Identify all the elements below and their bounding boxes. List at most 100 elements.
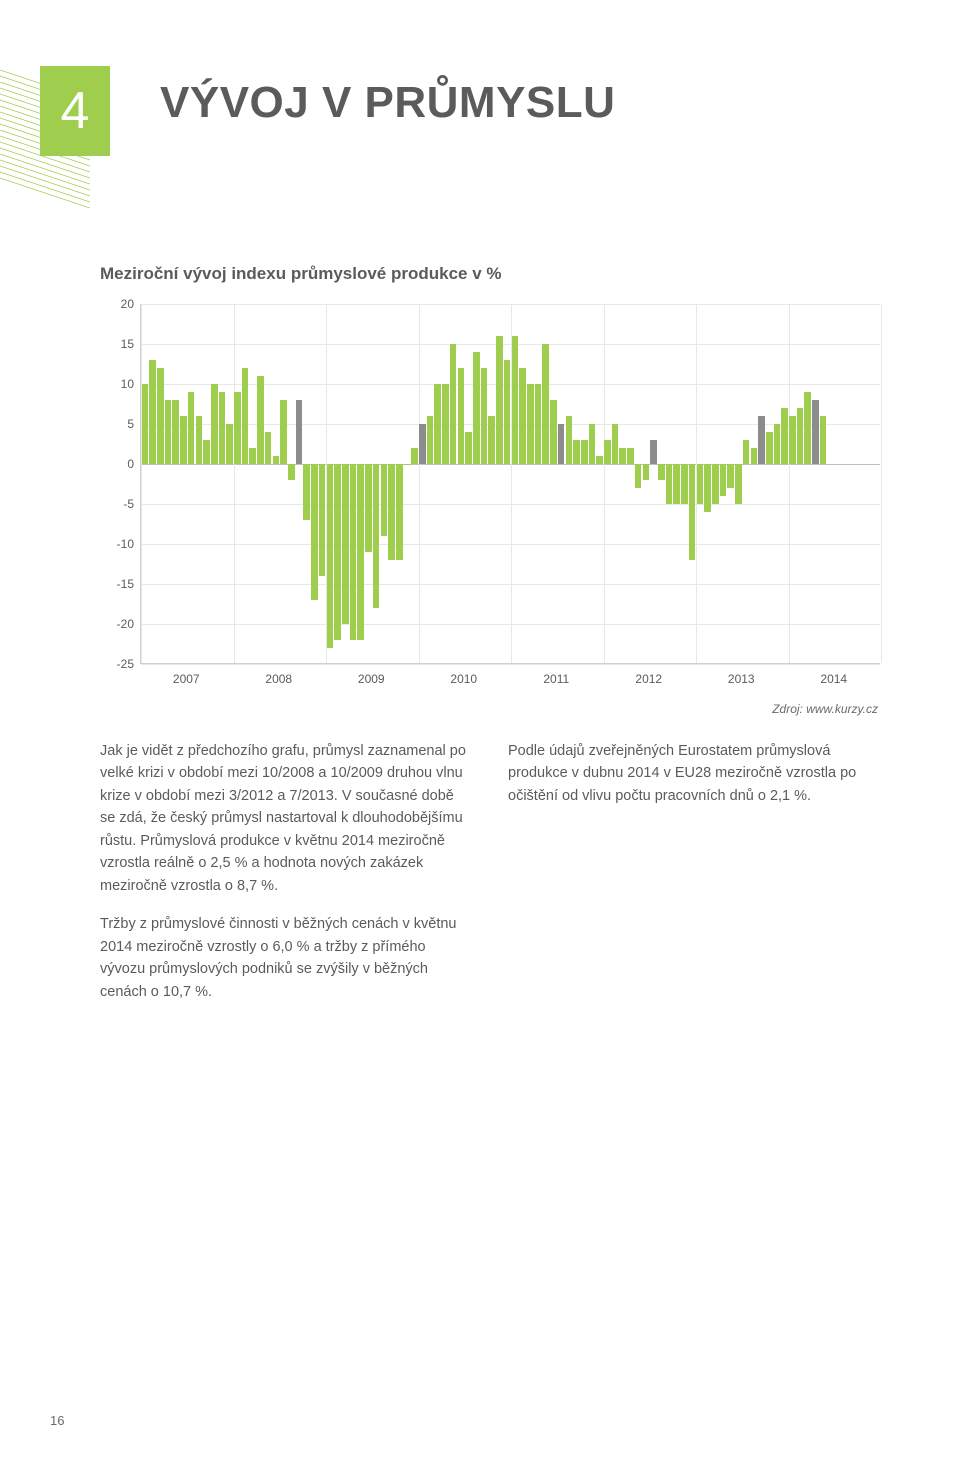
y-tick-label: 10 (100, 377, 134, 391)
chart-bar (165, 400, 172, 464)
plot-area (140, 304, 880, 664)
chart-bar (581, 440, 588, 464)
chart-bar (373, 464, 380, 608)
chart-bar (242, 368, 249, 464)
x-tick-label: 2010 (450, 672, 477, 686)
chart-bar (658, 464, 665, 480)
chart-bar (612, 424, 619, 464)
x-tick-label: 2008 (265, 672, 292, 686)
chart-bar (643, 464, 650, 480)
chart-bar (635, 464, 642, 488)
y-tick-label: -25 (100, 657, 134, 671)
y-tick-label: -20 (100, 617, 134, 631)
chart-bar (504, 360, 511, 464)
chart-bar (697, 464, 704, 504)
chart-bar (303, 464, 310, 520)
x-tick-label: 2013 (728, 672, 755, 686)
chart-bar (627, 448, 634, 464)
chart-bar (681, 464, 688, 504)
chart-bar (774, 424, 781, 464)
y-tick-label: 20 (100, 297, 134, 311)
chart-bar (743, 440, 750, 464)
y-tick-label: 5 (100, 417, 134, 431)
chart-bar (157, 368, 164, 464)
chart-bar (619, 448, 626, 464)
chart-bar (381, 464, 388, 536)
body-text: Jak je vidět z předchozího grafu, průmys… (100, 740, 880, 1019)
x-tick-label: 2009 (358, 672, 385, 686)
chart-bar (689, 464, 696, 560)
column-left: Jak je vidět z předchozího grafu, průmys… (100, 740, 472, 1019)
chart-bar (573, 440, 580, 464)
chart-section: Meziroční vývoj indexu průmyslové produk… (100, 264, 880, 704)
paragraph: Jak je vidět z předchozího grafu, průmys… (100, 740, 472, 897)
chart-bar (172, 400, 179, 464)
y-tick-label: -15 (100, 577, 134, 591)
chart-bar (512, 336, 519, 464)
chart-bar (327, 464, 334, 648)
chart-bar (458, 368, 465, 464)
chart-bar (265, 432, 272, 464)
y-tick-label: 0 (100, 457, 134, 471)
chart-bar (789, 416, 796, 464)
x-axis: 20072008200920102011201220132014 (140, 672, 880, 692)
chart-bar (735, 464, 742, 504)
chart-bar (434, 384, 441, 464)
chart-bar (442, 384, 449, 464)
bar-chart: 20151050-5-10-15-20-25 20072008200920102… (100, 304, 880, 704)
y-tick-label: 15 (100, 337, 134, 351)
chart-bar (558, 424, 565, 464)
chart-title: Meziroční vývoj indexu průmyslové produk… (100, 264, 880, 284)
chart-bar (488, 416, 495, 464)
chart-bar (527, 384, 534, 464)
chart-bar (666, 464, 673, 504)
chart-bar (450, 344, 457, 464)
chart-bar (203, 440, 210, 464)
page-title: VÝVOJ V PRŮMYSLU (160, 78, 615, 128)
chart-bar (180, 416, 187, 464)
chart-bar (650, 440, 657, 464)
y-tick-label: -10 (100, 537, 134, 551)
chart-bar (820, 416, 827, 464)
page-number: 16 (50, 1413, 64, 1428)
chart-bar (758, 416, 765, 464)
chart-bar (812, 400, 819, 464)
chart-bar (357, 464, 364, 640)
column-right: Podle údajů zveřejněných Eurostatem prům… (508, 740, 880, 1019)
chart-bar (334, 464, 341, 640)
x-tick-label: 2007 (173, 672, 200, 686)
chart-bar (288, 464, 295, 480)
chart-bar (427, 416, 434, 464)
chart-bar (465, 432, 472, 464)
chart-bar (350, 464, 357, 640)
chapter-number-badge: 4 (40, 66, 110, 156)
chart-bar (704, 464, 711, 512)
chart-bar (234, 392, 241, 464)
chart-bar (319, 464, 326, 576)
chart-bar (396, 464, 403, 560)
chart-bar (519, 368, 526, 464)
x-tick-label: 2014 (820, 672, 847, 686)
chart-bar (766, 432, 773, 464)
chart-bar (273, 456, 280, 464)
chart-bar (365, 464, 372, 552)
chart-bar (226, 424, 233, 464)
paragraph: Podle údajů zveřejněných Eurostatem prům… (508, 740, 880, 807)
chart-bar (720, 464, 727, 496)
chart-bar (257, 376, 264, 464)
chart-bar (411, 448, 418, 464)
chart-bar (596, 456, 603, 464)
chart-bar (496, 336, 503, 464)
chart-bar (535, 384, 542, 464)
chart-bar (280, 400, 287, 464)
chart-bar (149, 360, 156, 464)
chart-source: Zdroj: www.kurzy.cz (772, 702, 878, 716)
chart-bar (712, 464, 719, 504)
chart-bar (296, 400, 303, 464)
chart-bar (727, 464, 734, 488)
chart-bar (473, 352, 480, 464)
chart-bar (211, 384, 218, 464)
chart-bar (604, 440, 611, 464)
chart-bar (388, 464, 395, 560)
chart-bar (542, 344, 549, 464)
